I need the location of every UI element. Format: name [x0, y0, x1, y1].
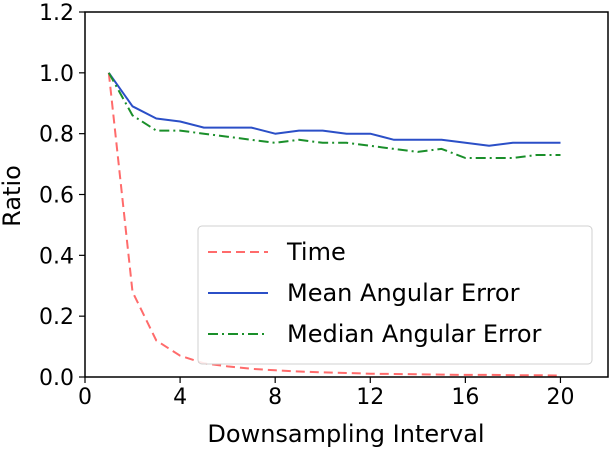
x-tick-label: 12	[356, 385, 384, 410]
legend: Time Mean Angular Error Median Angular Err…	[197, 225, 593, 365]
y-tick-label: 0.2	[39, 305, 74, 330]
y-tick-label: 0.0	[39, 366, 74, 391]
y-tick-label: 0.6	[39, 184, 74, 209]
plot-area	[107, 72, 561, 377]
x-tick-label: 8	[268, 385, 282, 410]
axes: 0 4 8 12 16 20 0.0 0.2 0.4 0.6 0.8 1.0 1.2	[39, 1, 609, 410]
legend-box	[197, 225, 593, 365]
y-tick-label: 1.0	[39, 62, 74, 87]
x-tick-label: 20	[546, 385, 574, 410]
series-line-3	[107, 72, 561, 159]
x-axis-label: Downsampling Interval	[207, 420, 484, 448]
legend-label-3: Median Angular Error	[287, 320, 542, 348]
y-tick-label: 0.8	[39, 123, 74, 148]
y-axis-label: Ratio	[0, 165, 26, 227]
series-line-2	[107, 72, 561, 147]
series-line-1	[107, 72, 561, 377]
x-tick-label: 4	[173, 385, 187, 410]
y-tick-label: 1.2	[39, 1, 74, 26]
x-tick-label: 0	[78, 385, 92, 410]
y-tick-label: 0.4	[39, 244, 74, 269]
legend-label-2: Mean Angular Error	[287, 279, 520, 307]
x-tick-label: 16	[451, 385, 479, 410]
legend-label-1: Time	[286, 238, 346, 266]
